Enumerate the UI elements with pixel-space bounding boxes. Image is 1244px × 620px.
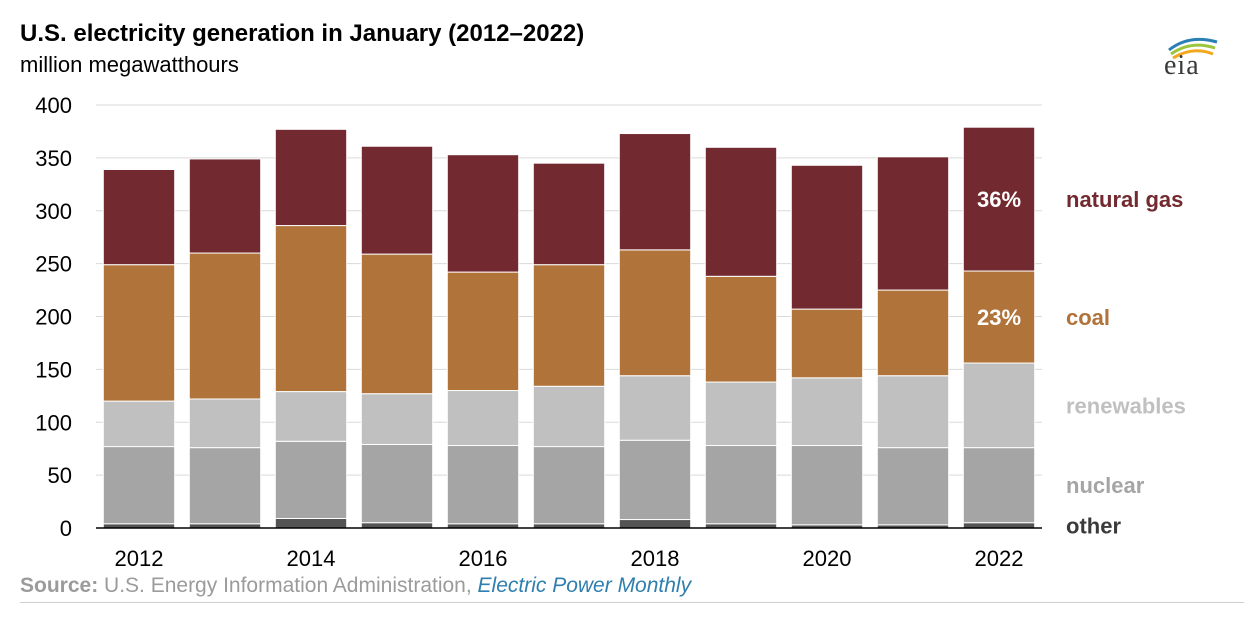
bar-segment-other-2018 xyxy=(618,519,692,529)
y-tick-label-350: 350 xyxy=(35,146,72,171)
bar-segment-natural-gas-2017 xyxy=(532,162,606,266)
bar-segment-renewables-2012 xyxy=(102,400,176,448)
x-tick-label-2020: 2020 xyxy=(803,546,852,571)
chart-subtitle: million megawatthours xyxy=(20,52,239,77)
source-text: U.S. Energy Information Administration, xyxy=(98,574,478,597)
bar-segment-coal-2020 xyxy=(790,308,864,379)
bar-segment-renewables-2018 xyxy=(618,375,692,441)
bar-segment-coal-2013 xyxy=(188,252,262,400)
bar-segment-natural-gas-2016 xyxy=(446,154,520,273)
bar-segment-nuclear-2018 xyxy=(618,439,692,521)
source-label: Source: xyxy=(20,574,99,597)
chart-title: U.S. electricity generation in January (… xyxy=(20,20,585,47)
x-tick-label-2012: 2012 xyxy=(115,546,164,571)
bar-segment-nuclear-2012 xyxy=(102,446,176,525)
stacked-bar-chart: 0 50 100 150 200 250 300 350 400 2012 2014 2016 2018… xyxy=(35,93,1186,571)
bar-segment-renewables-2019 xyxy=(704,381,778,447)
bar-segment-renewables-2017 xyxy=(532,385,606,448)
legend-label-other: other xyxy=(1066,513,1121,538)
x-tick-label-2014: 2014 xyxy=(287,546,336,571)
bar-segment-coal-2022 xyxy=(962,270,1036,364)
bar-segment-coal-2017 xyxy=(532,264,606,387)
bar-segment-natural-gas-2014 xyxy=(274,128,348,227)
y-tick-label-200: 200 xyxy=(35,305,72,330)
bar-segment-renewables-2021 xyxy=(876,375,950,449)
bar-segment-nuclear-2017 xyxy=(532,446,606,525)
legend-label-nuclear: nuclear xyxy=(1066,473,1145,498)
bar-segment-coal-2012 xyxy=(102,264,176,402)
source-note: Source: U.S. Energy Information Administ… xyxy=(20,574,691,598)
bar-segment-coal-2019 xyxy=(704,275,778,383)
bar-segment-natural-gas-2021 xyxy=(876,156,950,291)
bar-segment-coal-2014 xyxy=(274,225,348,393)
x-tick-label-2016: 2016 xyxy=(459,546,508,571)
bar-segment-renewables-2022 xyxy=(962,362,1036,449)
annotation-coal-share: 23% xyxy=(977,305,1021,330)
legend-label-renewables: renewables xyxy=(1066,393,1186,418)
bar-segment-natural-gas-2012 xyxy=(102,169,176,266)
y-tick-label-0: 0 xyxy=(60,516,72,541)
bar-segment-coal-2018 xyxy=(618,249,692,377)
bar-segment-other-2015 xyxy=(360,522,434,529)
bar-segment-nuclear-2022 xyxy=(962,447,1036,524)
y-tick-label-100: 100 xyxy=(35,410,72,435)
annotation-natural-gas-share: 36% xyxy=(977,187,1021,212)
eia-logo-text: eia xyxy=(1164,50,1200,81)
bar-segment-other-2014 xyxy=(274,517,348,529)
bar-segment-renewables-2015 xyxy=(360,393,434,445)
bar-segment-natural-gas-2013 xyxy=(188,158,262,254)
bar-segment-nuclear-2015 xyxy=(360,443,434,524)
y-tick-label-400: 400 xyxy=(35,93,72,118)
source-publication-link[interactable]: Electric Power Monthly xyxy=(477,574,692,597)
bar-segment-other-2022 xyxy=(962,522,1036,529)
bar-segment-natural-gas-2020 xyxy=(790,164,864,310)
x-tick-label-2018: 2018 xyxy=(631,546,680,571)
bar-segment-nuclear-2014 xyxy=(274,440,348,519)
y-tick-label-50: 50 xyxy=(48,463,72,488)
eia-logo-icon xyxy=(1168,37,1218,60)
bar-segment-coal-2021 xyxy=(876,289,950,377)
bar-segment-nuclear-2019 xyxy=(704,445,778,525)
y-tick-label-300: 300 xyxy=(35,199,72,224)
bar-segment-natural-gas-2015 xyxy=(360,145,434,255)
bar-segment-renewables-2014 xyxy=(274,391,348,442)
bar-segment-natural-gas-2022 xyxy=(962,126,1036,272)
bar-segment-coal-2015 xyxy=(360,253,434,395)
y-tick-label-250: 250 xyxy=(35,252,72,277)
bar-segment-nuclear-2021 xyxy=(876,447,950,526)
x-tick-label-2022: 2022 xyxy=(975,546,1024,571)
legend-label-natural-gas: natural gas xyxy=(1066,187,1183,212)
bar-segment-natural-gas-2019 xyxy=(704,146,778,277)
bar-segment-natural-gas-2018 xyxy=(618,133,692,251)
bottom-divider xyxy=(20,602,1244,603)
bar-segment-nuclear-2020 xyxy=(790,445,864,526)
bar-segment-nuclear-2013 xyxy=(188,447,262,525)
bar-segment-renewables-2016 xyxy=(446,390,520,447)
bar-segment-coal-2016 xyxy=(446,271,520,392)
bar-segment-renewables-2020 xyxy=(790,377,864,447)
bar-segment-renewables-2013 xyxy=(188,398,262,449)
bar-segment-nuclear-2016 xyxy=(446,445,520,525)
y-tick-label-150: 150 xyxy=(35,357,72,382)
legend-label-coal: coal xyxy=(1066,305,1110,330)
